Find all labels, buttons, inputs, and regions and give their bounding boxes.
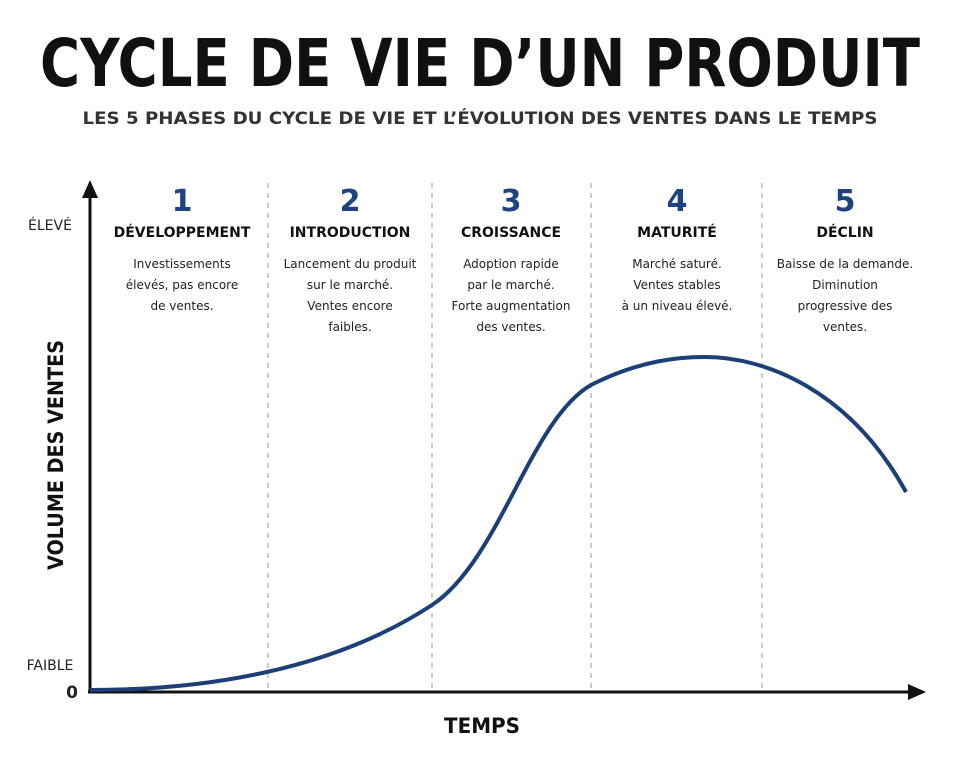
phase-description: Ventes stables — [633, 278, 720, 292]
phase-description: par le marché. — [467, 278, 554, 292]
phase-description: élevés, pas encore — [126, 278, 238, 292]
phase-name: MATURITÉ — [637, 224, 717, 241]
phase-number: 3 — [501, 184, 522, 219]
phase-description: Forte augmentation — [452, 299, 571, 313]
phase-description: progressive des — [798, 299, 893, 313]
phase-number: 4 — [667, 184, 688, 219]
y-high-label: ÉLEVÉ — [28, 217, 72, 234]
y-low-label: FAIBLE — [27, 658, 74, 674]
subtitle: LES 5 PHASES DU CYCLE DE VIE ET L’ÉVOLUT… — [83, 107, 878, 129]
phase-number: 2 — [340, 184, 361, 219]
phase-description: ventes. — [823, 320, 867, 334]
sales-curve — [89, 354, 908, 692]
axes — [82, 180, 926, 700]
phase-number: 5 — [835, 184, 856, 219]
phase-description: Ventes encore — [307, 299, 392, 313]
phase-name: DÉVELOPPEMENT — [114, 224, 251, 241]
phase-number: 1 — [172, 184, 193, 219]
phase-description: Investissements — [133, 257, 230, 271]
phase-description: faibles. — [328, 320, 371, 334]
phases: 1 DÉVELOPPEMENT Investissements élevés, pas… — [114, 184, 914, 334]
phase-name: INTRODUCTION — [290, 225, 411, 241]
phase-description: Adoption rapide — [463, 257, 559, 271]
phase-description: Lancement du produit — [284, 257, 417, 271]
phase-description: Baisse de la demande. — [777, 257, 913, 271]
phase-description: à un niveau élevé. — [622, 299, 733, 313]
phase-description: Diminution — [812, 278, 878, 292]
phase-description: Marché saturé. — [632, 257, 722, 271]
x-axis-title: TEMPS — [444, 714, 520, 738]
phase-name: DÉCLIN — [816, 224, 873, 241]
phase-description: de ventes. — [150, 299, 213, 313]
y-axis-title: VOLUME DES VENTES — [44, 340, 68, 570]
title: CYCLE DE VIE D’UN PRODUIT — [40, 25, 920, 102]
phase-description: des ventes. — [476, 320, 545, 334]
phase-description: sur le marché. — [307, 278, 393, 292]
phase-name: CROISSANCE — [461, 225, 561, 241]
origin-label: 0 — [66, 683, 78, 703]
